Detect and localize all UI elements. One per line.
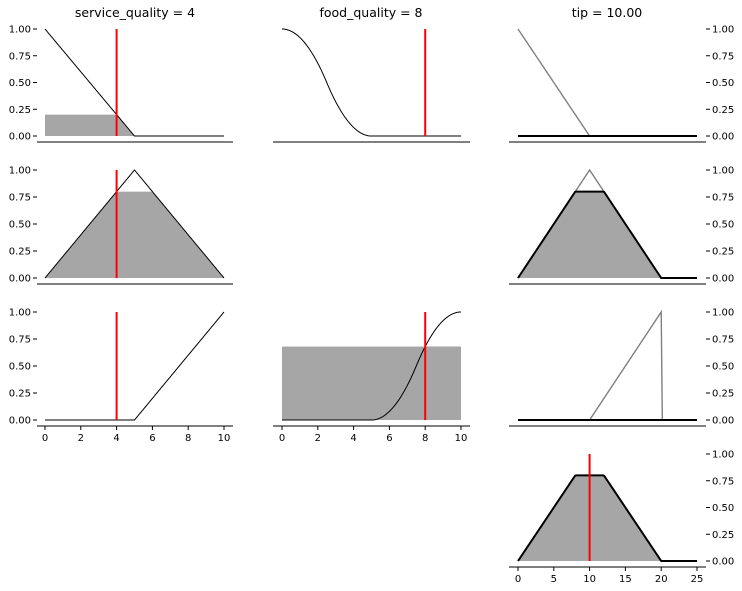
- service-x-tick-label: 4: [113, 433, 119, 444]
- tip-x-tick-label: 0: [515, 574, 521, 585]
- aggregate-fill: [518, 475, 697, 561]
- tip-title: tip = 10.00: [572, 5, 643, 20]
- tip-y-rule-2-tick-label: 1.00: [712, 166, 734, 177]
- service-quality-title: service_quality = 4: [75, 5, 195, 20]
- aggregate-outline: [517, 474, 697, 562]
- tip-y-rule-3-tick-label: 0.50: [712, 362, 734, 373]
- service-x-tick-label: 0: [42, 433, 48, 444]
- service-y-rule-2-tick-label: 1.00: [9, 166, 31, 177]
- food-x-tick-label: 6: [386, 433, 392, 444]
- service-y-rule-2-tick-label: 0.25: [9, 247, 31, 258]
- service-fill-rule-2: [45, 191, 224, 278]
- tip-membership-rule-1: [517, 28, 697, 137]
- tip-y-rule-2-tick-label: 0.50: [712, 220, 734, 231]
- service-membership-rule-1: [44, 28, 224, 137]
- service-fill-rule-1: [45, 114, 224, 136]
- service-x-tick-label: 6: [149, 433, 155, 444]
- service-y-rule-3-tick-label: 0.50: [9, 362, 31, 373]
- food-x-tick-label: 8: [422, 433, 428, 444]
- service-y-rule-3-tick-label: 1.00: [9, 308, 31, 319]
- service-y-rule-3-tick-label: 0.75: [9, 335, 31, 346]
- aggregate-y-tick-label: 0.50: [712, 503, 734, 514]
- tip-x-tick-label: 20: [655, 574, 668, 585]
- tip-y-rule-1-tick-label: 0.50: [712, 78, 734, 89]
- food-x-tick-label: 0: [279, 433, 285, 444]
- tip-x-tick-label: 10: [583, 574, 596, 585]
- aggregate-y-tick-label: 0.00: [712, 557, 734, 568]
- tip-x-tick-label: 5: [551, 574, 557, 585]
- service-y-rule-1-tick-label: 0.75: [9, 51, 31, 62]
- food-x-tick-label: 4: [350, 433, 356, 444]
- service-y-rule-1-tick-label: 0.50: [9, 78, 31, 89]
- service-membership-rule-3: [45, 311, 225, 421]
- service-y-rule-2-tick-label: 0.50: [9, 220, 31, 231]
- tip-y-rule-1-tick-label: 1.00: [712, 25, 734, 36]
- food-x-tick-label: 2: [315, 433, 321, 444]
- service-y-rule-2-tick-label: 0.75: [9, 193, 31, 204]
- tip-x-tick-label: 25: [691, 574, 704, 585]
- tip-y-rule-2-tick-label: 0.25: [712, 247, 734, 258]
- tip-y-rule-1-tick-label: 0.25: [712, 105, 734, 116]
- service-x-tick-label: 10: [218, 433, 231, 444]
- tip-y-rule-2-tick-label: 0.00: [712, 274, 734, 285]
- service-membership-rule-2: [44, 169, 225, 279]
- food-fill-shape-rule-3: [282, 346, 461, 420]
- service-x-tick-label: 2: [78, 433, 84, 444]
- tip-y-rule-3-tick-label: 0.00: [712, 416, 734, 427]
- tip-y-rule-1-tick-label: 0.75: [712, 51, 734, 62]
- food-membership-rule-1: [281, 28, 461, 137]
- service-y-rule-1-tick-label: 0.00: [9, 132, 31, 143]
- tip-membership-rule-3: [518, 309, 697, 421]
- tip-y-rule-3-tick-label: 1.00: [712, 308, 734, 319]
- service-y-rule-1-tick-label: 1.00: [9, 25, 31, 36]
- food-x-tick-label: 10: [455, 433, 468, 444]
- service-y-rule-2-tick-label: 0.00: [9, 274, 31, 285]
- service-y-rule-3-tick-label: 0.00: [9, 416, 31, 427]
- service-y-rule-3-tick-label: 0.25: [9, 389, 31, 400]
- tip-fill-rule-2: [518, 191, 697, 278]
- aggregate-y-tick-label: 0.25: [712, 530, 734, 541]
- food-quality-title: food_quality = 8: [319, 5, 422, 20]
- service-y-rule-1-tick-label: 0.25: [9, 105, 31, 116]
- food-membership-rule-3: [282, 311, 462, 421]
- service-x-tick-label: 8: [185, 433, 191, 444]
- tip-activation-rule-2: [517, 190, 697, 279]
- tip-y-rule-1-tick-label: 0.00: [712, 132, 734, 143]
- aggregate-y-tick-label: 1.00: [712, 450, 734, 461]
- subplot-grid: 0.00 0.25 0.50 0.75 1.00 0.00 0.25 0.50 0.75 1.00…: [9, 25, 735, 586]
- aggregate-y-tick-label: 0.75: [712, 476, 734, 487]
- tip-y-rule-2-tick-label: 0.75: [712, 193, 734, 204]
- tip-x-tick-label: 15: [619, 574, 632, 585]
- tip-y-rule-3-tick-label: 0.75: [712, 335, 734, 346]
- tip-y-rule-3-tick-label: 0.25: [712, 389, 734, 400]
